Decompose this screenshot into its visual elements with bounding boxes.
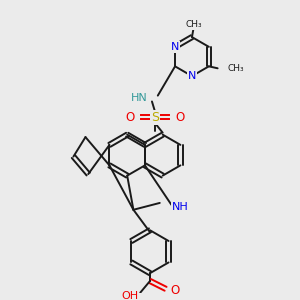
Text: S: S bbox=[151, 111, 159, 124]
Text: CH₃: CH₃ bbox=[186, 20, 202, 29]
Text: NH: NH bbox=[172, 202, 188, 212]
Text: N: N bbox=[188, 71, 196, 81]
Text: O: O bbox=[176, 111, 184, 124]
Text: O: O bbox=[125, 111, 134, 124]
Text: OH: OH bbox=[121, 291, 138, 300]
Text: CH₃: CH₃ bbox=[227, 64, 244, 73]
Text: O: O bbox=[170, 284, 180, 297]
Text: N: N bbox=[171, 42, 179, 52]
Text: HN: HN bbox=[131, 93, 148, 103]
